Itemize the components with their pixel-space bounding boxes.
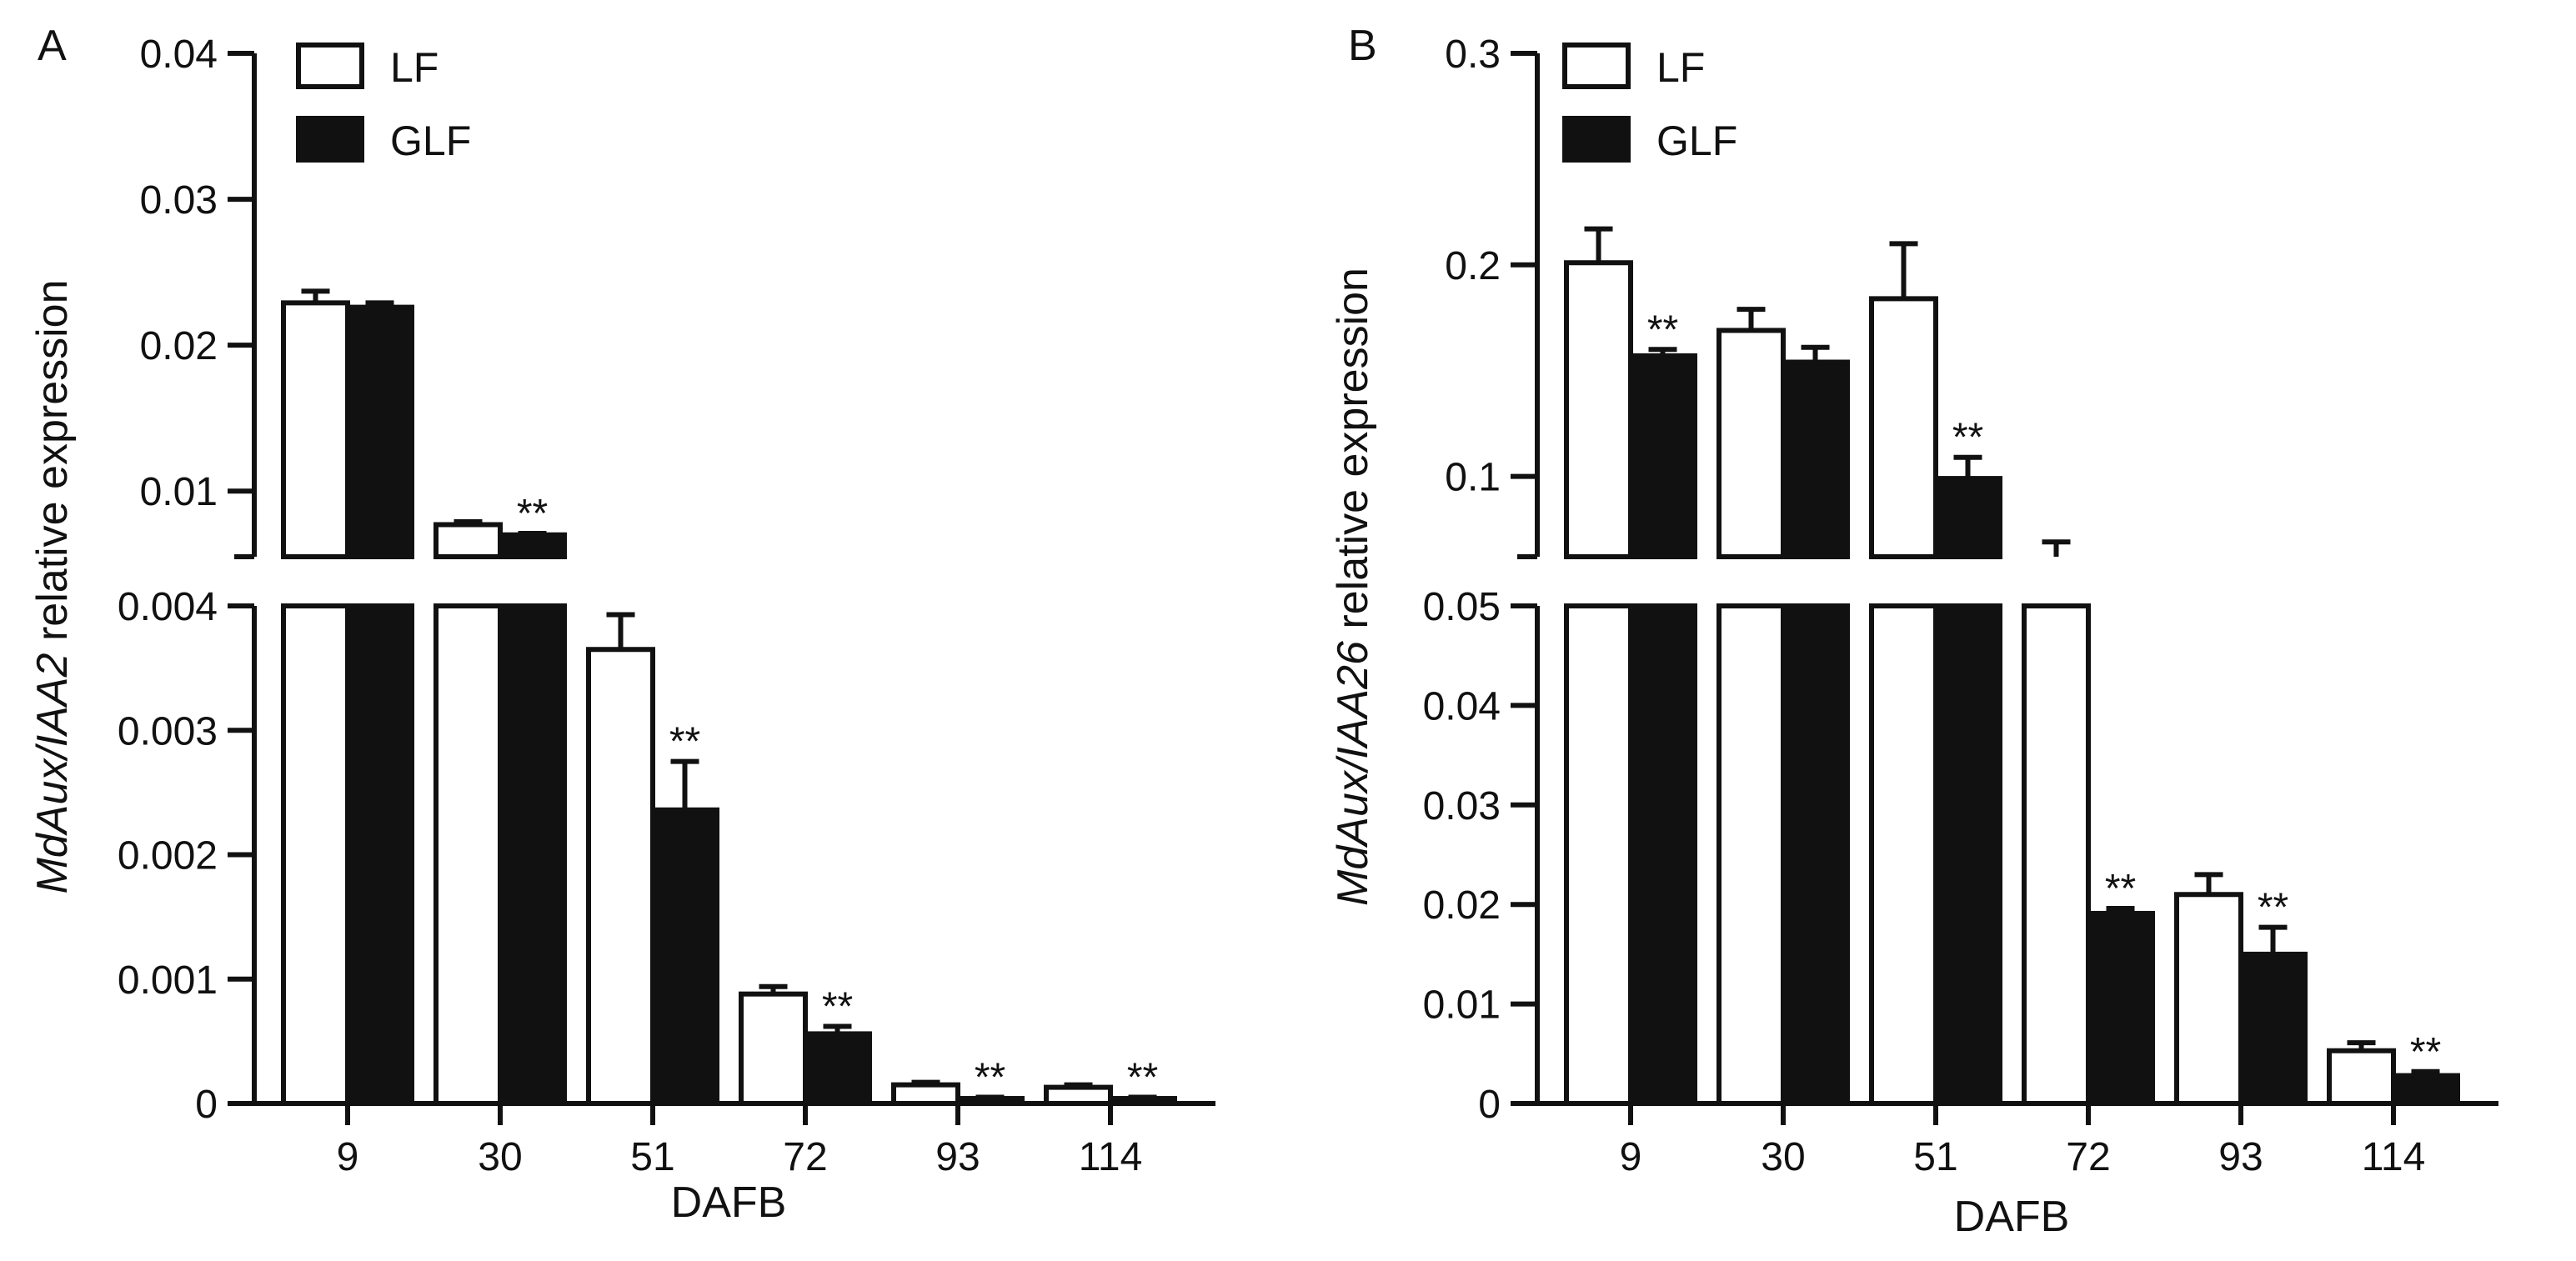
legend-swatch-lf [296,43,364,89]
significance-marker: ** [1127,1056,1158,1100]
bar-lf [1564,603,1633,1106]
bar-lf [891,1082,960,1107]
y-axis-title-text: relative expression [28,279,77,653]
y-tick-label: 0.02 [140,324,218,368]
bar-lf [1044,1084,1113,1107]
significance-marker: ** [975,1056,1005,1100]
significance-marker: ** [2258,886,2288,930]
x-axis-title: DAFB [671,1178,787,1227]
y-tick-label: 0.01 [1423,983,1501,1028]
bar-glf-upper [1933,476,2002,559]
legend: LF GLF [1562,43,1737,164]
panel-label: A [38,22,67,70]
x-tick-label: 114 [1079,1135,1143,1179]
x-tick-label: 93 [2218,1135,2263,1179]
y-axis-title-gene: MdAux/IAA26 [1329,641,1377,906]
panel-label: B [1348,22,1377,70]
y-axis-title-gene: MdAux/IAA2 [28,653,77,893]
bar-lf [2174,892,2243,1107]
bar-glf-upper [1781,359,1850,559]
y-tick-label: 0.01 [140,470,218,514]
y-tick-label: 0 [195,1083,218,1127]
y-tick-label: 0 [1478,1083,1501,1127]
significance-marker: ** [1952,416,1983,460]
bar-glf-upper [345,304,414,559]
x-tick-label: 30 [478,1135,522,1179]
x-tick-label: 9 [1620,1135,1642,1179]
legend-label: GLF [1656,118,1737,164]
y-tick-label: 0.003 [118,709,218,753]
bar-lf [434,603,503,1106]
x-tick-label: 51 [1913,1135,1957,1179]
y-tick-label: 0.002 [118,834,218,878]
bar-glf [1781,603,1850,1106]
significance-marker: ** [822,984,853,1028]
y-axis-title: MdAux/IAA26 relative expression [1329,268,1377,906]
bar-lf [2327,1048,2396,1107]
y-tick-label: 0.004 [118,585,218,629]
bar-glf [2391,1073,2460,1106]
x-tick-label: 9 [337,1135,359,1179]
x-tick-label: 93 [935,1135,980,1179]
legend-swatch-glf [296,116,364,163]
bars: ** ** ** ** ** [281,288,1177,1107]
x-tick-label: 72 [2066,1135,2110,1179]
bar-glf [2086,910,2155,1107]
y-tick-label: 0.03 [1423,784,1501,828]
y-axis-title: MdAux/IAA2 relative expression [28,279,77,893]
x-tick-label: 30 [1761,1135,1805,1179]
significance-marker: ** [1647,308,1678,352]
x-tick-label: 51 [630,1135,674,1179]
y-tick-label: 0.05 [1423,585,1501,629]
bar-glf [803,1031,872,1107]
bar-lf [739,991,808,1107]
y-tick-label: 0.001 [118,958,218,1003]
bar-lf [1869,603,1938,1106]
bar-lf [281,603,350,1106]
bar-glf [2238,951,2308,1107]
x-axis-title: DAFB [1954,1193,2070,1241]
bar-lf [1716,603,1786,1106]
legend-label: LF [1656,44,1705,91]
bar-lf-upper [1564,260,1633,559]
bar-glf [498,603,567,1106]
panel-b: B 0 0.01 0.02 0.03 0.04 0.05 0.1 0.2 0.3 MdAux/IAA… [1329,22,2498,1241]
legend-swatch-lf [1562,43,1631,89]
bar-glf [650,807,719,1107]
bar-lf-upper [281,300,350,559]
significance-marker: ** [2105,867,2136,911]
bar-glf-upper [1628,353,1697,559]
bar-lf [586,647,655,1106]
y-tick-label: 0.04 [140,33,218,77]
y-tick-label: 0.02 [1423,883,1501,928]
bars: ** ** ** ** ** [1564,226,2460,1107]
bar-glf-upper [498,532,567,560]
bar-glf [1933,603,2002,1106]
x-tick-label: 114 [2362,1135,2426,1179]
significance-marker: ** [669,720,700,764]
y-tick-label: 0.2 [1445,244,1501,288]
y-ticks: 0 0.001 0.002 0.003 0.004 0.01 0.02 0.03 0.04 [118,33,254,1127]
legend: LF GLF [296,43,471,164]
bar-lf [2022,603,2091,1106]
legend-label: LF [390,44,439,91]
bar-lf-upper [1716,328,1786,559]
significance-marker: ** [517,492,548,536]
x-tick-label: 72 [783,1135,827,1179]
legend-swatch-glf [1562,116,1631,163]
y-tick-label: 0.03 [140,178,218,223]
y-tick-label: 0.1 [1445,456,1501,500]
bar-glf [345,603,414,1106]
y-ticks: 0 0.01 0.02 0.03 0.04 0.05 0.1 0.2 0.3 [1423,33,1537,1127]
panel-a: A 0 0.001 0.002 0.003 0.004 0.01 0.02 0.03 0.04 Md… [28,22,1215,1227]
bar-glf [1628,603,1697,1106]
legend-label: GLF [390,118,471,164]
y-axis-title-text: relative expression [1329,268,1377,641]
bar-lf-upper [434,522,503,560]
bar-lf-upper [1869,296,1938,559]
y-tick-label: 0.04 [1423,684,1501,728]
significance-marker: ** [2410,1030,2441,1074]
y-tick-label: 0.3 [1445,33,1501,77]
